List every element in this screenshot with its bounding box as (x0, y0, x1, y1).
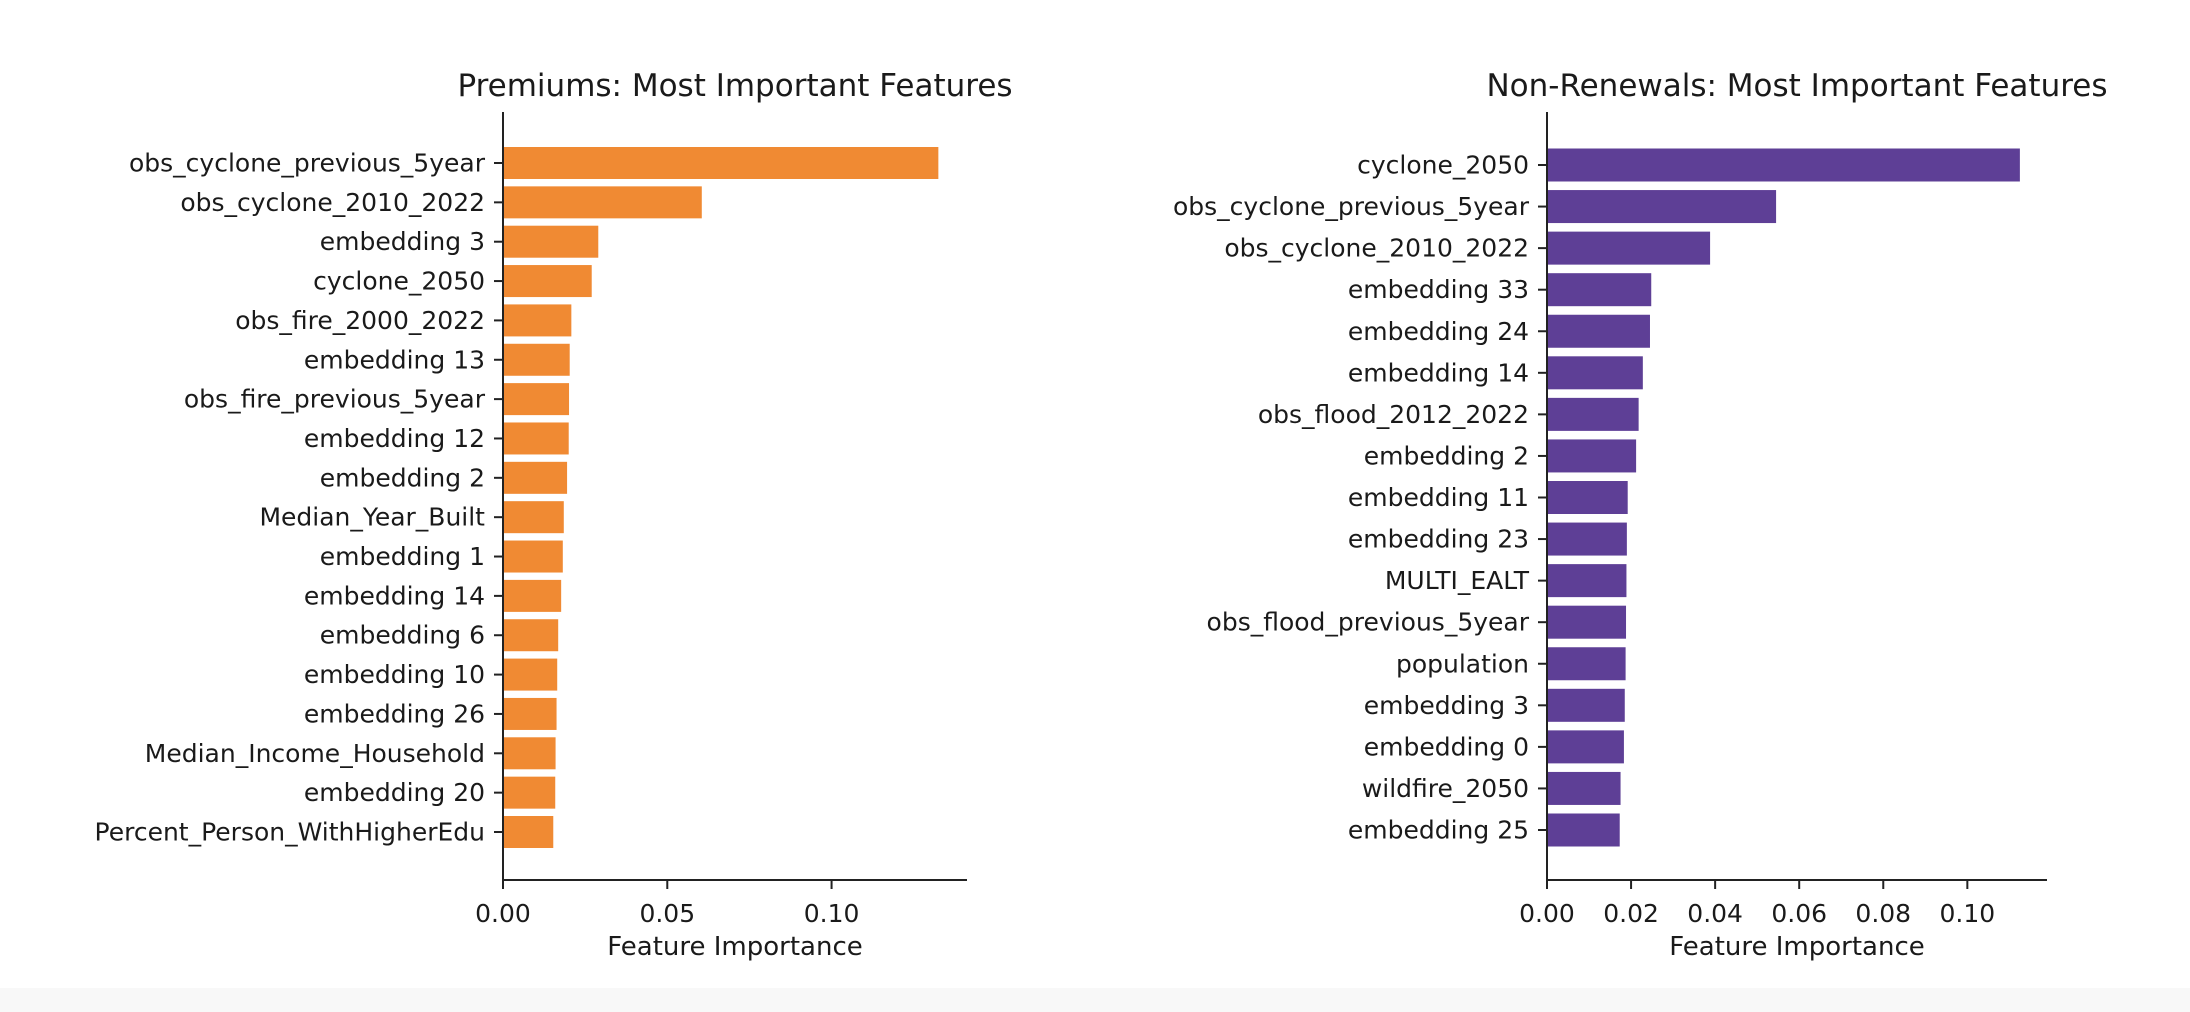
premiums-bar (503, 697, 557, 730)
premiums-bar (503, 619, 559, 652)
premiums-bar (503, 186, 702, 219)
premiums-category-label: obs_cyclone_2010_2022 (180, 188, 485, 217)
premiums-bar (503, 461, 568, 494)
premiums-x-tick-label: 0.05 (639, 899, 695, 928)
premiums-category-label: embedding 6 (320, 621, 485, 650)
non-renewals-category-label: embedding 0 (1364, 732, 1529, 761)
non-renewals-bar (1547, 439, 1637, 473)
non-renewals-bar (1547, 397, 1639, 431)
premiums-category-label: embedding 3 (320, 227, 485, 256)
premiums-category-label: embedding 13 (304, 345, 485, 374)
non-renewals-bar (1547, 564, 1627, 598)
non-renewals-bar (1547, 522, 1627, 556)
non-renewals-category-labels: cyclone_2050 obs_cyclone_previous_5yearob… (1173, 151, 1547, 845)
non-renewals-category-label: embedding 11 (1348, 483, 1529, 512)
non-renewals-category-label: population (1396, 649, 1529, 678)
non-renewals-bar (1547, 647, 1626, 681)
non-renewals-category-label: obs_flood_previous_5year (1207, 608, 1530, 637)
non-renewals-bar (1547, 314, 1650, 348)
premiums-bar (503, 422, 569, 455)
non-renewals-category-label: embedding 25 (1348, 816, 1529, 845)
premiums-category-label: cyclone_2050 (313, 267, 485, 296)
non-renewals-category-label: embedding 3 (1364, 691, 1529, 720)
premiums-category-label: embedding 14 (304, 581, 485, 610)
non-renewals-category-label: embedding 24 (1348, 317, 1529, 346)
premiums-x-ticks: 0.00 0.05 0.10 (475, 880, 859, 928)
premiums-category-label: obs_fire_previous_5year (184, 385, 486, 414)
non-renewals-bar (1547, 356, 1643, 390)
non-renewals-x-tick-label: 0.02 (1603, 899, 1659, 928)
premiums-bar (503, 816, 554, 848)
premiums-bar (503, 737, 556, 770)
premiums-category-label: Median_Year_Built (259, 503, 485, 532)
non-renewals-bar (1547, 771, 1621, 805)
non-renewals-x-ticks: 0.00 0.02 0.04 0.06 0.08 0.10 (1519, 880, 1995, 928)
premiums-x-tick-label: 0.00 (475, 899, 531, 928)
premiums-category-label: Percent_Person_WithHigherEdu (95, 818, 485, 847)
non-renewals-x-axis-label: Feature Importance (1669, 932, 1925, 962)
non-renewals-category-label: embedding 33 (1348, 275, 1529, 304)
non-renewals-category-label: wildfire_2050 (1362, 774, 1529, 803)
premiums-x-tick-label: 0.10 (804, 899, 860, 928)
premiums-bar (503, 304, 572, 337)
non-renewals-bar (1547, 688, 1625, 722)
non-renewals-x-tick-label: 0.04 (1687, 899, 1743, 928)
non-renewals-bar (1547, 273, 1652, 307)
non-renewals-chart-title: Non-Renewals: Most Important Features (1486, 68, 2107, 104)
premiums-category-label: obs_fire_2000_2022 (235, 306, 485, 335)
premiums-bar (503, 147, 939, 179)
premiums-chart: Premiums: Most Important Features obs_cy… (95, 68, 1013, 962)
non-renewals-category-label: obs_cyclone_previous_5year (1173, 192, 1530, 221)
premiums-bar (503, 540, 563, 573)
premiums-category-label: embedding 26 (304, 699, 485, 728)
premiums-chart-title: Premiums: Most Important Features (457, 68, 1012, 104)
footer-band (0, 988, 2190, 1012)
premiums-category-label: embedding 1 (320, 542, 485, 571)
premiums-bar (503, 225, 599, 258)
premiums-category-label: embedding 12 (304, 424, 485, 453)
non-renewals-bar (1547, 481, 1628, 514)
premiums-category-label: embedding 20 (304, 778, 485, 807)
premiums-x-axis-label: Feature Importance (607, 932, 863, 962)
non-renewals-category-label: obs_flood_2012_2022 (1258, 400, 1529, 429)
premiums-category-label: Median_Income_Household (145, 739, 485, 768)
premiums-bar (503, 383, 570, 416)
non-renewals-category-label: obs_cyclone_2010_2022 (1224, 234, 1529, 263)
premiums-bars (503, 147, 939, 848)
premiums-category-label: obs_cyclone_previous_5year (129, 149, 486, 178)
non-renewals-x-tick-label: 0.00 (1519, 899, 1575, 928)
premiums-category-label: embedding 2 (320, 463, 485, 492)
premiums-category-labels: obs_cyclone_previous_5year obs_cyclone_20… (95, 149, 503, 847)
premiums-bar (503, 658, 558, 691)
premiums-category-label: embedding 10 (304, 660, 485, 689)
non-renewals-category-label: cyclone_2050 (1357, 151, 1529, 180)
non-renewals-chart: Non-Renewals: Most Important Features cy… (1173, 68, 2108, 962)
non-renewals-x-tick-label: 0.08 (1855, 899, 1911, 928)
non-renewals-bar (1547, 730, 1624, 764)
non-renewals-bar (1547, 190, 1777, 224)
premiums-bar (503, 776, 556, 809)
premiums-bar (503, 501, 564, 534)
non-renewals-x-tick-label: 0.06 (1771, 899, 1827, 928)
non-renewals-bar (1547, 148, 2020, 182)
non-renewals-bar (1547, 605, 1627, 639)
non-renewals-category-label: embedding 2 (1364, 441, 1529, 470)
premiums-bar (503, 265, 592, 298)
non-renewals-bar (1547, 813, 1620, 847)
premiums-bar (503, 579, 562, 612)
non-renewals-category-label: embedding 23 (1348, 525, 1529, 554)
non-renewals-x-tick-label: 0.10 (1940, 899, 1996, 928)
non-renewals-category-label: embedding 14 (1348, 358, 1529, 387)
non-renewals-bar (1547, 231, 1711, 265)
premiums-bar (503, 343, 570, 376)
non-renewals-bars (1547, 148, 2020, 847)
non-renewals-category-label: MULTI_EALT (1385, 566, 1530, 595)
